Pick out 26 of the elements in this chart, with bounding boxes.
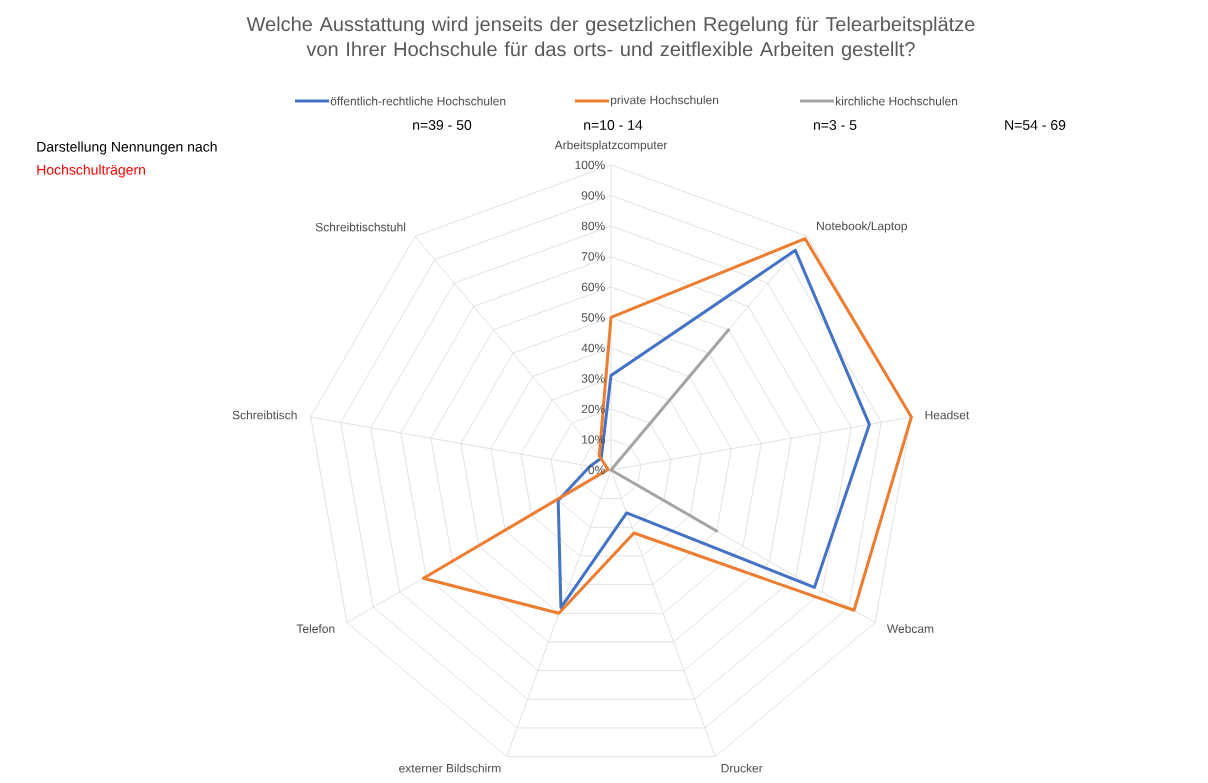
spoke-label: Drucker (721, 763, 763, 773)
spoke-label: Schreibtisch (232, 410, 297, 420)
y-tick-label: 100% (575, 160, 605, 170)
spoke-label: Headset (925, 410, 970, 420)
spoke-label: externer Bildschirm (399, 763, 501, 773)
spoke-label: Notebook/Laptop (817, 221, 907, 233)
spoke-label: Webcam (886, 624, 934, 633)
y-tick-label: 60% (581, 282, 605, 292)
y-tick-label: 70% (581, 252, 605, 261)
spoke-label: Telefon (296, 624, 335, 633)
legend-label: private Hochschulen (610, 95, 719, 107)
text: n=10 - 14 (584, 120, 643, 130)
text: N=54 - 69 (1005, 120, 1066, 130)
legend-label: öffentlich-rechtliche Hochschulen (330, 96, 506, 106)
y-tick-label: 90% (581, 191, 605, 200)
chart-title: Welche Ausstattung wird jenseits der gesetzlichen Regelung für Telearbeitsplätze von Ihrer Hochschule für das orts- und zeitflexible Arbeiten gestellt? (246, 16, 975, 61)
y-tick-label: 80% (581, 221, 605, 231)
y-tick-label: 50% (581, 313, 605, 322)
spoke-label: Schreibtischstuhl (315, 222, 406, 232)
text: Darstellung Nennungen nach (37, 141, 217, 155)
y-tick-label: 40% (581, 343, 605, 353)
text: Hochschulträgern (37, 164, 145, 178)
text: n=39 - 50 (413, 120, 472, 130)
text: n=3 - 5 (813, 120, 857, 130)
spoke-label: Arbeitsplatzcomputer (554, 140, 668, 152)
legend-label: kirchliche Hochschulen (836, 96, 958, 106)
